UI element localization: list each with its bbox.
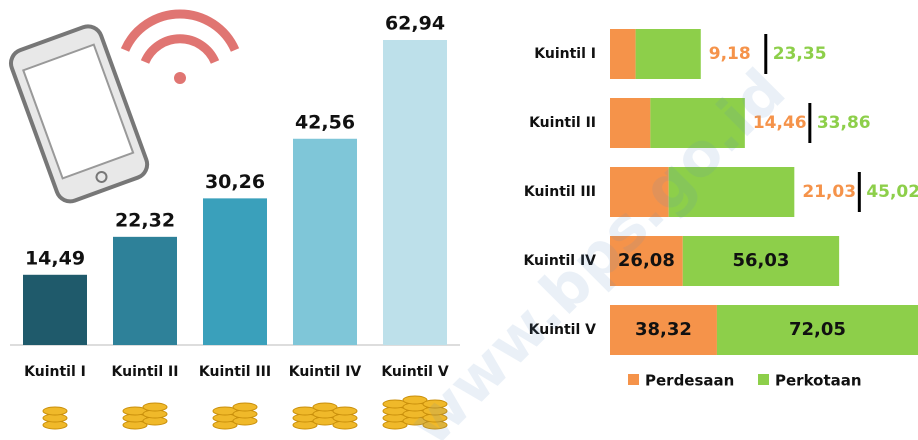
x-tick-label: Kuintil I: [24, 364, 86, 380]
coin-icons: [43, 396, 447, 429]
wifi-icon: [125, 14, 235, 84]
bar: [293, 139, 357, 345]
value-label: 38,32: [635, 319, 692, 340]
coin: [333, 407, 357, 415]
bar: [113, 237, 177, 345]
page: 14,49 Kuintil I 22,32 Kuintil II 30,26 Kuinti…: [0, 0, 918, 440]
y-tick-label: Kuintil I: [534, 46, 596, 62]
value-label: 30,26: [205, 171, 265, 193]
bar-segment: [636, 29, 701, 79]
legend-swatch: [628, 374, 639, 385]
value-label: 21,03: [802, 182, 856, 202]
value-label: 22,32: [115, 209, 175, 231]
x-tick-label: Kuintil II: [112, 364, 179, 380]
bar: [203, 198, 267, 345]
value-label: 33,86: [817, 113, 871, 133]
legend-label: Perkotaan: [775, 372, 862, 390]
legend-label: Perdesaan: [645, 372, 734, 390]
bar-segment: [610, 29, 636, 79]
coin: [143, 403, 167, 411]
bar: [23, 275, 87, 345]
value-label: 45,02: [866, 182, 918, 202]
value-label: 62,94: [385, 13, 445, 35]
value-label: 14,49: [25, 247, 85, 269]
x-tick-label: Kuintil III: [199, 364, 271, 380]
y-tick-label: Kuintil III: [524, 184, 596, 200]
x-tick-label: Kuintil IV: [289, 364, 362, 380]
legend-swatch: [758, 374, 769, 385]
value-label: 56,03: [732, 250, 789, 271]
value-label: 72,05: [789, 319, 846, 340]
y-tick-label: Kuintil II: [529, 115, 596, 131]
coin: [233, 403, 257, 411]
value-label: 23,35: [773, 44, 827, 64]
coin: [43, 407, 67, 415]
bar: [383, 40, 447, 345]
value-label: 42,56: [295, 111, 355, 133]
bar-segment: [610, 98, 650, 148]
